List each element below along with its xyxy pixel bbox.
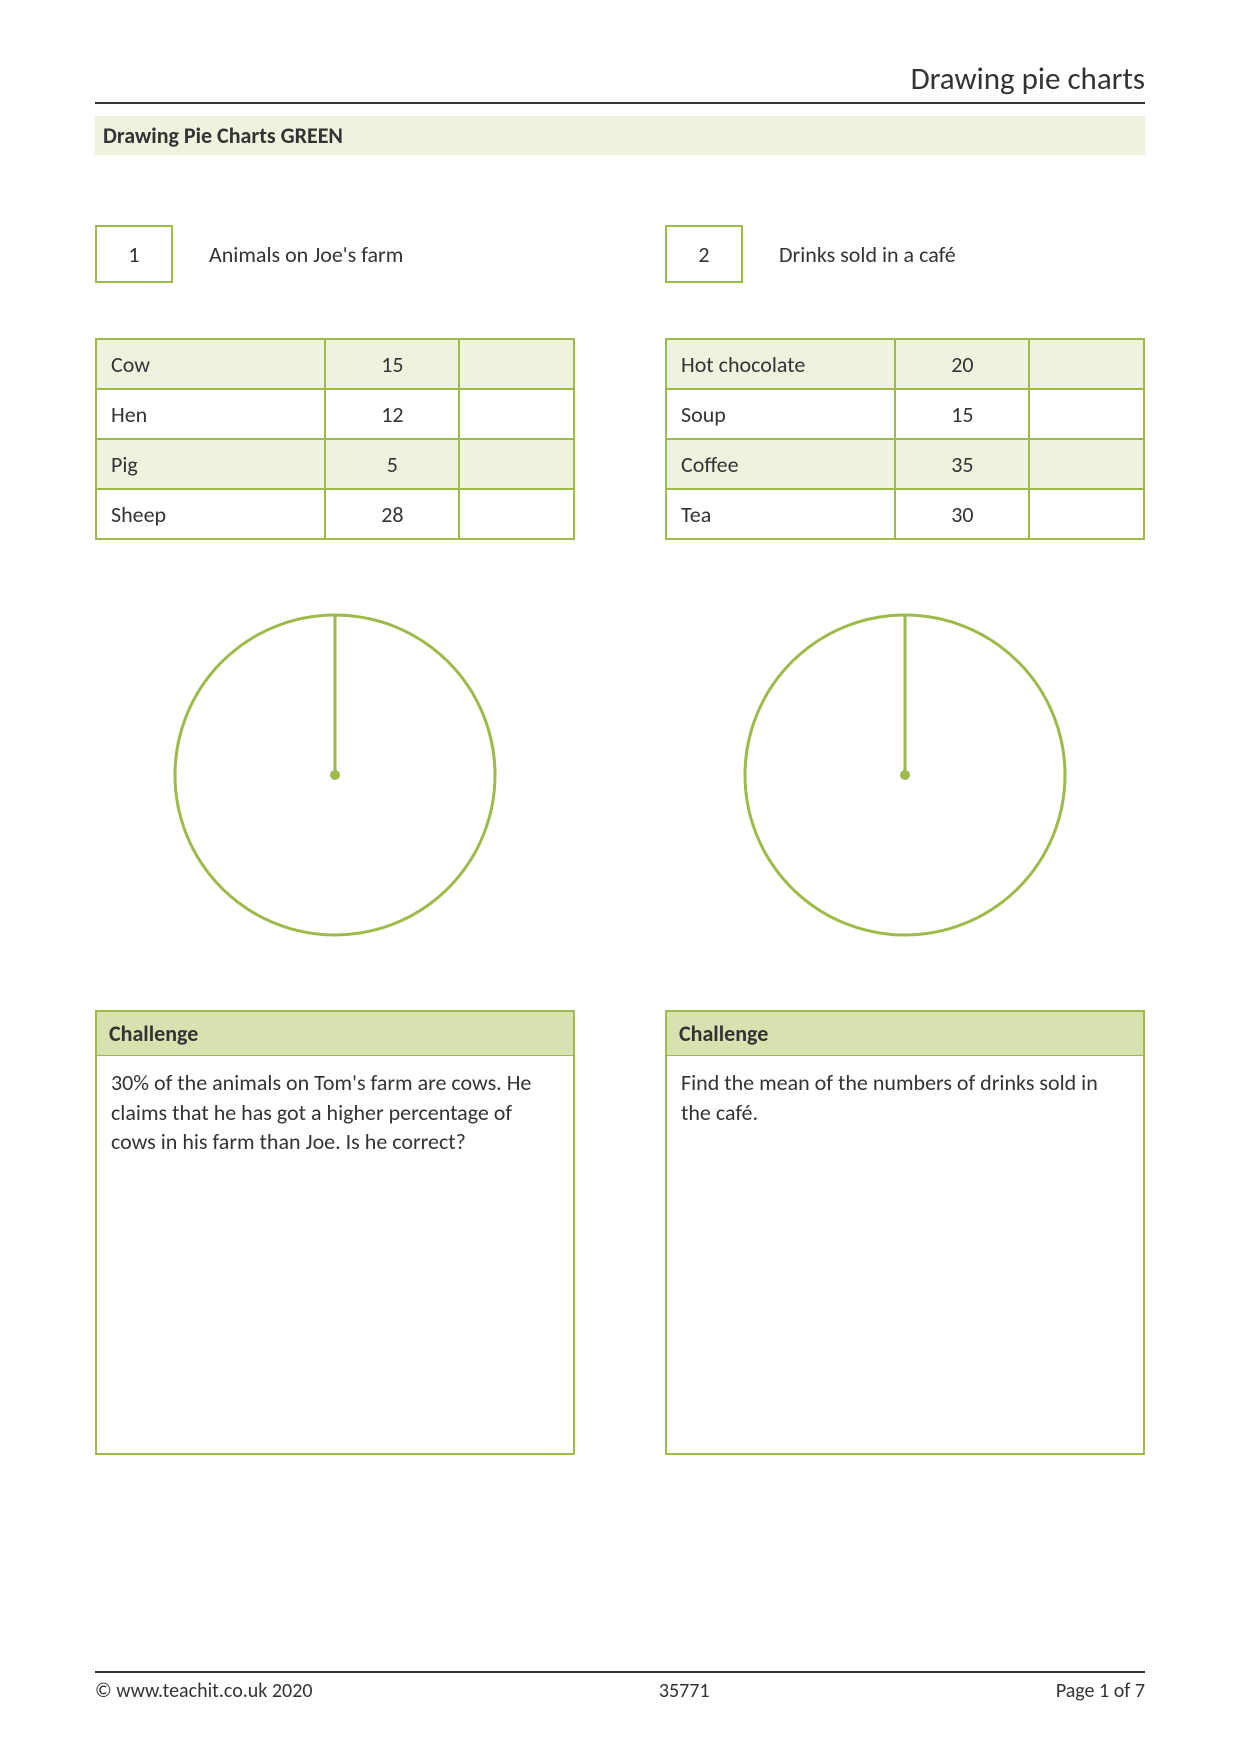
cell-blank <box>459 339 574 389</box>
table-row: Sheep 28 <box>96 489 574 539</box>
cell-blank <box>1029 389 1144 439</box>
cell-label: Hot chocolate <box>666 339 895 389</box>
footer-docid: 35771 <box>659 1679 710 1703</box>
table-row: Tea 30 <box>666 489 1144 539</box>
worksheet-subtitle: Drawing Pie Charts GREEN <box>95 116 1145 155</box>
question-header: 1 Animals on Joe's farm <box>95 225 575 283</box>
cell-blank <box>459 389 574 439</box>
cell-label: Tea <box>666 489 895 539</box>
cell-value: 30 <box>895 489 1029 539</box>
footer-page-number: Page 1 of 7 <box>1056 1679 1145 1703</box>
question-header: 2 Drinks sold in a café <box>665 225 1145 283</box>
pie-circle-icon <box>165 605 505 945</box>
page-title: Drawing pie charts <box>95 60 1145 104</box>
table-row: Hen 12 <box>96 389 574 439</box>
cell-value: 15 <box>325 339 459 389</box>
cell-value: 5 <box>325 439 459 489</box>
columns-wrap: 1 Animals on Joe's farm Cow 15 Hen 12 Pi… <box>95 225 1145 1455</box>
cell-label: Coffee <box>666 439 895 489</box>
data-table-2: Hot chocolate 20 Soup 15 Coffee 35 Tea 3… <box>665 338 1145 540</box>
cell-blank <box>1029 489 1144 539</box>
pie-circle-icon <box>735 605 1075 945</box>
cell-label: Cow <box>96 339 325 389</box>
worksheet-page: Drawing pie charts Drawing Pie Charts GR… <box>0 0 1240 1753</box>
footer-copyright: © www.teachit.co.uk 2020 <box>95 1679 312 1703</box>
challenge-text: Find the mean of the numbers of drinks s… <box>667 1056 1143 1139</box>
table-row: Hot chocolate 20 <box>666 339 1144 389</box>
cell-blank <box>1029 439 1144 489</box>
table-row: Coffee 35 <box>666 439 1144 489</box>
pie-chart-blank-2 <box>665 605 1145 945</box>
cell-label: Sheep <box>96 489 325 539</box>
page-footer: © www.teachit.co.uk 2020 35771 Page 1 of… <box>95 1671 1145 1703</box>
cell-blank <box>459 439 574 489</box>
cell-value: 15 <box>895 389 1029 439</box>
challenge-text: 30% of the animals on Tom's farm are cow… <box>97 1056 573 1169</box>
question-number-box: 1 <box>95 225 173 283</box>
data-table-1: Cow 15 Hen 12 Pig 5 Sheep 28 <box>95 338 575 540</box>
challenge-label: Challenge <box>97 1012 573 1056</box>
cell-value: 20 <box>895 339 1029 389</box>
cell-blank <box>459 489 574 539</box>
cell-blank <box>1029 339 1144 389</box>
cell-label: Soup <box>666 389 895 439</box>
question-column-2: 2 Drinks sold in a café Hot chocolate 20… <box>665 225 1145 1455</box>
table-row: Soup 15 <box>666 389 1144 439</box>
challenge-label: Challenge <box>667 1012 1143 1056</box>
pie-chart-blank-1 <box>95 605 575 945</box>
cell-label: Pig <box>96 439 325 489</box>
challenge-box-1: Challenge 30% of the animals on Tom's fa… <box>95 1010 575 1455</box>
question-column-1: 1 Animals on Joe's farm Cow 15 Hen 12 Pi… <box>95 225 575 1455</box>
cell-value: 28 <box>325 489 459 539</box>
cell-value: 12 <box>325 389 459 439</box>
challenge-box-2: Challenge Find the mean of the numbers o… <box>665 1010 1145 1455</box>
cell-value: 35 <box>895 439 1029 489</box>
question-title: Drinks sold in a café <box>779 241 956 268</box>
cell-label: Hen <box>96 389 325 439</box>
question-number-box: 2 <box>665 225 743 283</box>
question-title: Animals on Joe's farm <box>209 241 403 268</box>
table-row: Pig 5 <box>96 439 574 489</box>
table-row: Cow 15 <box>96 339 574 389</box>
